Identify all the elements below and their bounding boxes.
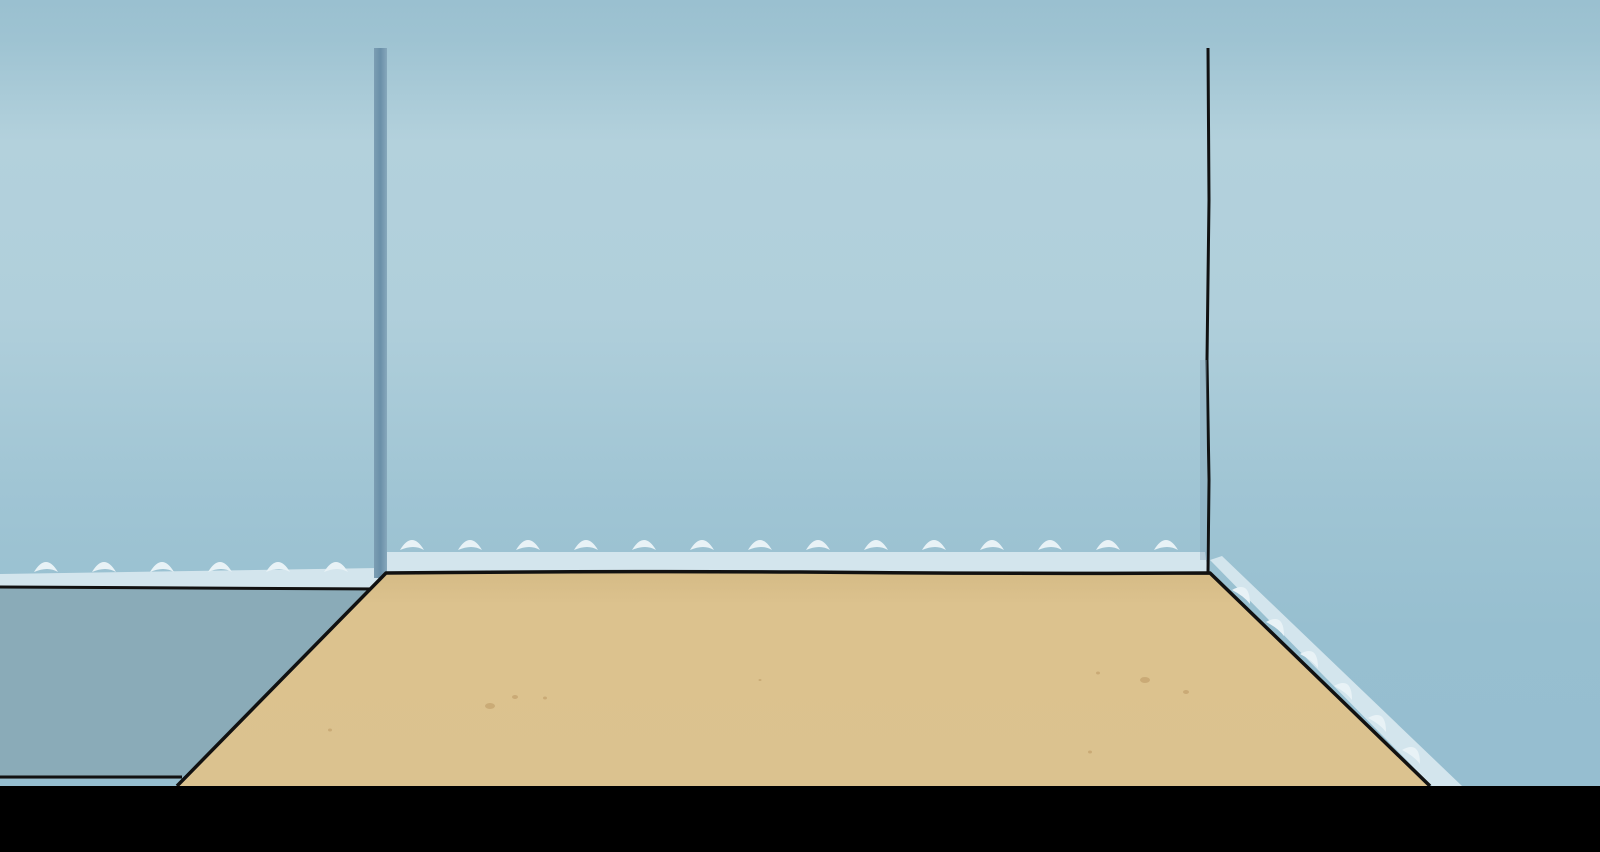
left-tank-floor: [0, 586, 383, 779]
back-wave-foam: [387, 552, 1208, 573]
sand-floor: [177, 573, 1430, 786]
right-corner-shadow: [1200, 360, 1207, 560]
right-wave-crests: [1232, 587, 1420, 764]
right-corner-line: [1205, 47, 1211, 574]
right-wave-foam: [1210, 556, 1462, 786]
sand-specks: [328, 671, 1189, 754]
bottom-bar: [0, 786, 1600, 852]
back-wave-crests: [400, 540, 1178, 550]
left-corner-post: [374, 48, 387, 578]
sand-floor-outline: [175, 569, 1432, 788]
left-floor-outline: [0, 585, 384, 591]
left-wave-crests: [34, 562, 348, 572]
left-wave-foam: [0, 568, 378, 589]
